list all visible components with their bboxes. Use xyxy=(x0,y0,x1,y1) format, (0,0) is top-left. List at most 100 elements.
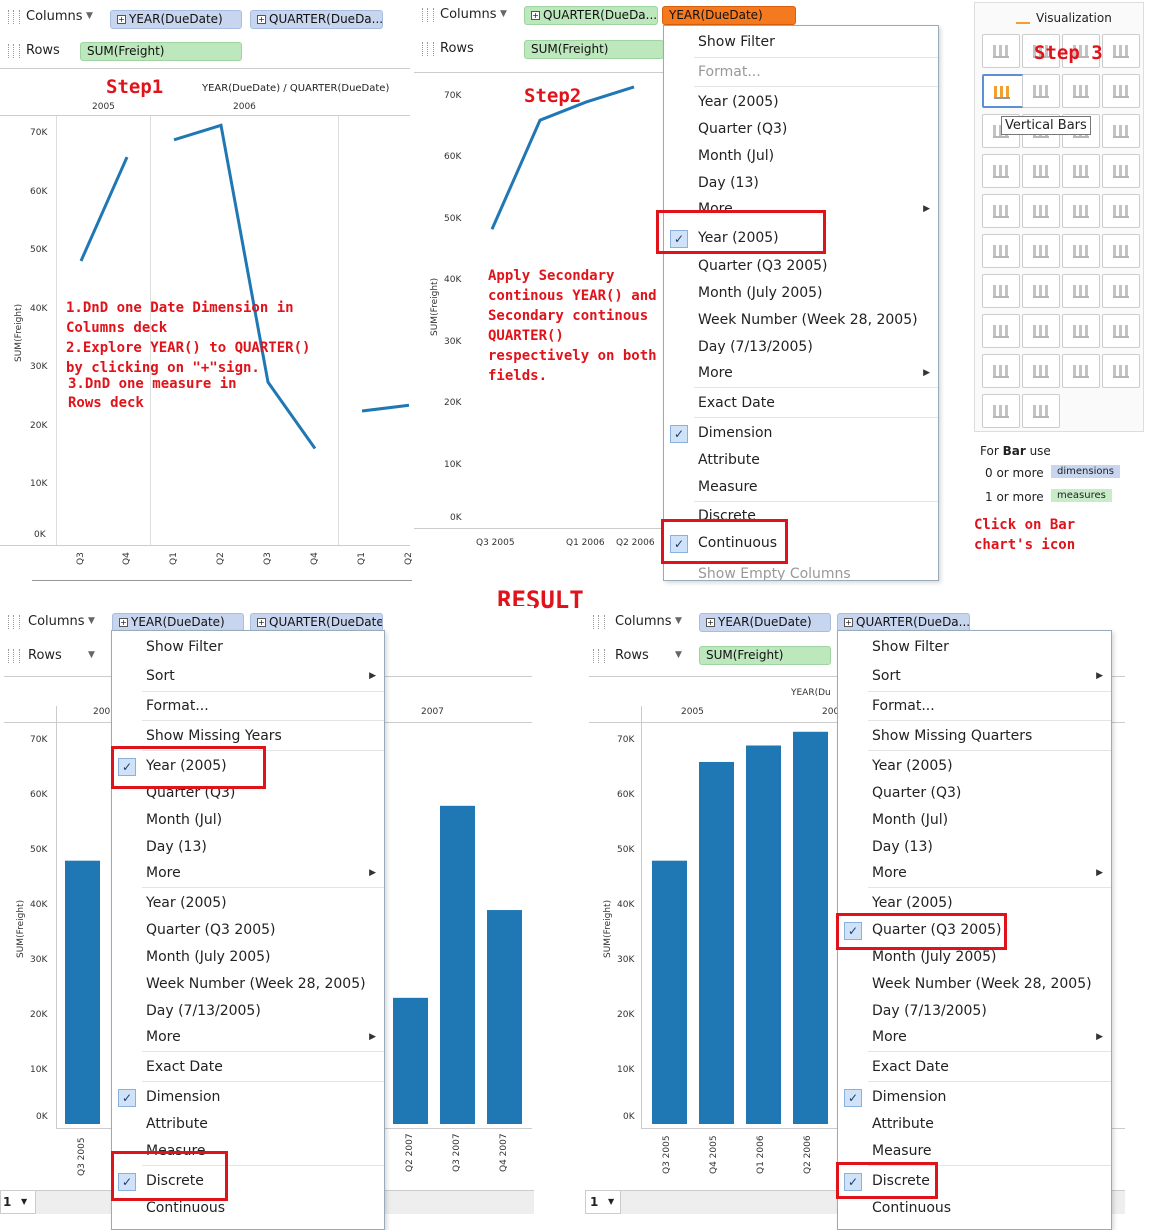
chevron-down-icon[interactable]: ▼ xyxy=(675,616,682,626)
chevron-down-icon[interactable]: ▼ xyxy=(88,616,95,626)
menu-more[interactable]: More ▶ xyxy=(872,865,1103,881)
menu-quarter[interactable]: Quarter (Q3) xyxy=(698,121,788,137)
menu-show-missing[interactable]: Show Missing Years xyxy=(146,728,282,744)
chevron-down-icon[interactable]: ▼ xyxy=(500,9,507,19)
viz-chart-type-button[interactable] xyxy=(1062,34,1100,68)
pill-quarter[interactable]: + QUARTER(DueDa... xyxy=(524,6,658,25)
viz-chart-type-button[interactable] xyxy=(1022,194,1060,228)
viz-chart-type-button[interactable] xyxy=(982,154,1020,188)
viz-chart-type-button[interactable] xyxy=(1102,354,1140,388)
menu-attribute[interactable]: Attribute xyxy=(872,1116,934,1132)
menu-show-missing[interactable]: Show Missing Quarters xyxy=(872,728,1033,744)
menu-month[interactable]: Month (Jul) xyxy=(872,812,949,828)
page-selector[interactable]: 1 ▼ xyxy=(0,1190,36,1214)
chevron-down-icon[interactable]: ▼ xyxy=(86,11,93,21)
menu-continuous[interactable]: Continuous xyxy=(146,1200,226,1216)
viz-chart-type-button[interactable] xyxy=(1102,274,1140,308)
menu-year-continuous[interactable]: Year (2005) xyxy=(146,895,227,911)
menu-month-continuous[interactable]: Month (July 2005) xyxy=(698,285,823,301)
viz-chart-type-button[interactable] xyxy=(1102,194,1140,228)
menu-year[interactable]: ✓ Year (2005) xyxy=(112,754,384,780)
viz-chart-type-button[interactable] xyxy=(982,314,1020,348)
menu-sort[interactable]: Sort ▶ xyxy=(872,668,1103,684)
viz-chart-type-button[interactable] xyxy=(1102,314,1140,348)
menu-week-continuous[interactable]: Week Number (Week 28, 2005) xyxy=(698,312,918,328)
menu-measure[interactable]: Measure xyxy=(872,1143,932,1159)
chevron-down-icon[interactable]: ▼ xyxy=(88,650,95,660)
menu-day-continuous[interactable]: Day (7/13/2005) xyxy=(698,339,813,355)
viz-chart-type-button[interactable] xyxy=(1022,34,1060,68)
viz-chart-type-button[interactable] xyxy=(1062,194,1100,228)
menu-dimension[interactable]: ✓ Dimension xyxy=(838,1085,1111,1111)
menu-show-filter[interactable]: Show Filter xyxy=(146,639,223,655)
menu-quarter-continuous[interactable]: Quarter (Q3 2005) xyxy=(698,258,828,274)
menu-quarter-continuous[interactable]: ✓ Quarter (Q3 2005) xyxy=(838,918,1111,944)
pill-freight[interactable]: SUM(Freight) xyxy=(524,40,664,59)
menu-continuous[interactable]: Continuous xyxy=(872,1200,952,1216)
viz-chart-type-button[interactable] xyxy=(1022,314,1060,348)
menu-attribute[interactable]: Attribute xyxy=(146,1116,208,1132)
menu-dimension[interactable]: ✓ Dimension xyxy=(112,1085,384,1111)
menu-attribute[interactable]: Attribute xyxy=(698,452,760,468)
menu-month[interactable]: Month (Jul) xyxy=(146,812,223,828)
menu-quarter[interactable]: Quarter (Q3) xyxy=(872,785,962,801)
menu-year[interactable]: Year (2005) xyxy=(872,758,953,774)
viz-chart-type-button[interactable] xyxy=(982,34,1020,68)
viz-chart-type-button[interactable] xyxy=(982,354,1020,388)
viz-chart-type-button[interactable] xyxy=(1102,234,1140,268)
plus-icon[interactable]: + xyxy=(257,618,266,627)
menu-exact-date[interactable]: Exact Date xyxy=(698,395,775,411)
menu-show-filter[interactable]: Show Filter xyxy=(698,34,775,50)
menu-show-filter[interactable]: Show Filter xyxy=(872,639,949,655)
viz-chart-type-button[interactable] xyxy=(1102,34,1140,68)
menu-day[interactable]: Day (13) xyxy=(872,839,933,855)
menu-more[interactable]: More ▶ xyxy=(698,365,930,381)
menu-format[interactable]: Format... xyxy=(146,698,209,714)
plus-icon[interactable]: + xyxy=(119,618,128,627)
menu-discrete[interactable]: Discrete xyxy=(698,508,756,522)
menu-week-continuous[interactable]: Week Number (Week 28, 2005) xyxy=(872,976,1092,992)
plus-icon[interactable]: + xyxy=(117,15,126,24)
viz-chart-type-button[interactable] xyxy=(982,234,1020,268)
menu-week-continuous[interactable]: Week Number (Week 28, 2005) xyxy=(146,976,366,992)
viz-chart-type-button[interactable] xyxy=(1102,74,1140,108)
viz-chart-type-button[interactable] xyxy=(1022,234,1060,268)
viz-chart-type-button[interactable] xyxy=(1102,154,1140,188)
menu-day-continuous[interactable]: Day (7/13/2005) xyxy=(872,1003,987,1019)
menu-month-continuous[interactable]: Month (July 2005) xyxy=(872,949,997,965)
viz-chart-type-button[interactable] xyxy=(1062,74,1100,108)
menu-year-continuous[interactable]: Year (2005) xyxy=(872,895,953,911)
menu-discrete[interactable]: ✓ Discrete xyxy=(838,1169,1111,1195)
menu-format[interactable]: Format... xyxy=(872,698,935,714)
plus-icon[interactable]: + xyxy=(844,618,853,627)
pill-year[interactable]: + YEAR(DueDate) xyxy=(110,10,242,29)
viz-chart-type-button[interactable] xyxy=(1062,154,1100,188)
menu-day[interactable]: Day (13) xyxy=(698,175,759,191)
viz-chart-type-button[interactable] xyxy=(1062,234,1100,268)
menu-day[interactable]: Day (13) xyxy=(146,839,207,855)
menu-measure[interactable]: Measure xyxy=(698,479,758,495)
menu-sort[interactable]: Sort ▶ xyxy=(146,668,376,684)
viz-chart-type-button[interactable] xyxy=(1022,154,1060,188)
menu-month-continuous[interactable]: Month (July 2005) xyxy=(146,949,271,965)
menu-more[interactable]: More ▶ xyxy=(872,1029,1103,1045)
pill-year[interactable]: + YEAR(DueDate) xyxy=(112,613,244,632)
menu-day-continuous[interactable]: Day (7/13/2005) xyxy=(146,1003,261,1019)
viz-chart-type-button[interactable] xyxy=(1062,354,1100,388)
chevron-down-icon[interactable]: ▼ xyxy=(675,650,682,660)
menu-exact-date[interactable]: Exact Date xyxy=(872,1059,949,1075)
plus-icon[interactable]: + xyxy=(531,11,540,20)
viz-chart-type-button[interactable] xyxy=(1062,274,1100,308)
menu-quarter[interactable]: Quarter (Q3) xyxy=(146,785,236,801)
viz-chart-type-button[interactable] xyxy=(982,394,1020,428)
menu-month[interactable]: Month (Jul) xyxy=(698,148,775,164)
pill-quarter[interactable]: + QUARTER(DueDa... xyxy=(250,10,383,29)
menu-continuous[interactable]: ✓ Continuous xyxy=(664,531,938,557)
menu-year[interactable]: Year (2005) xyxy=(698,94,779,110)
viz-chart-type-button[interactable] xyxy=(982,274,1020,308)
pill-freight[interactable]: SUM(Freight) xyxy=(80,42,242,61)
menu-exact-date[interactable]: Exact Date xyxy=(146,1059,223,1075)
menu-discrete[interactable]: ✓ Discrete xyxy=(112,1169,384,1195)
viz-chart-type-button[interactable] xyxy=(1022,394,1060,428)
viz-chart-type-button[interactable] xyxy=(982,194,1020,228)
